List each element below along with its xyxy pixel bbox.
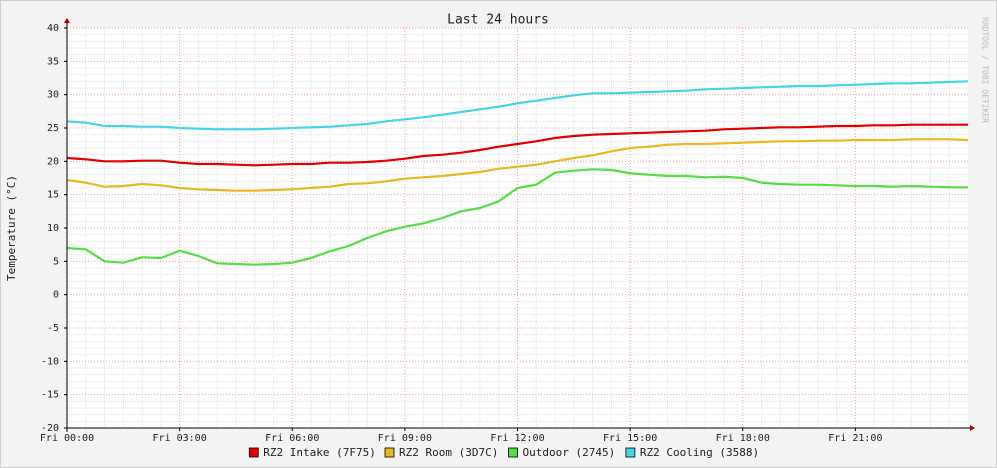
- y-axis-label: Temperature (°C): [5, 175, 18, 281]
- legend-label: Outdoor (2745): [523, 446, 616, 459]
- y-tick-label: 10: [47, 223, 59, 234]
- chart-title: Last 24 hours: [447, 13, 549, 28]
- x-tick-label: Fri 03:00: [153, 433, 207, 444]
- legend: RZ2 Intake (7F75) RZ2 Room (3D7C) Outdoor …: [248, 446, 759, 459]
- legend-swatch: [625, 447, 636, 458]
- y-tick-label: -5: [47, 323, 59, 334]
- x-tick-label: Fri 09:00: [378, 433, 432, 444]
- y-tick-label: 5: [53, 256, 59, 267]
- legend-label: RZ2 Room (3D7C): [399, 446, 498, 459]
- y-tick-label: -20: [41, 423, 59, 434]
- y-tick-label: 35: [47, 56, 59, 67]
- y-tick-label: 30: [47, 90, 59, 101]
- series-line: [66, 123, 968, 167]
- x-tick-label: Fri 06:00: [265, 433, 319, 444]
- legend-label: RZ2 Intake (7F75): [263, 446, 376, 459]
- x-tick-label: Fri 00:00: [40, 433, 94, 444]
- y-tick-label: 40: [47, 23, 59, 34]
- x-arrow: [970, 425, 975, 431]
- series-line: [66, 80, 969, 131]
- legend-swatch: [248, 447, 259, 458]
- y-tick-label: 0: [53, 290, 59, 301]
- x-tick-label: Fri 18:00: [716, 433, 770, 444]
- watermark: RRDTOOL / TOBI OETIKER: [981, 17, 990, 123]
- y-tick-label: 15: [47, 190, 59, 201]
- legend-label: RZ2 Cooling (3588): [640, 446, 759, 459]
- y-tick-label: 25: [47, 123, 59, 134]
- x-tick-label: Fri 21:00: [828, 433, 882, 444]
- legend-swatch: [508, 447, 518, 458]
- legend-swatch: [384, 447, 395, 458]
- x-tick-label: Fri 15:00: [603, 433, 657, 444]
- series-line: [66, 138, 969, 192]
- y-tick-label: 20: [47, 156, 59, 167]
- y-tick-label: -15: [41, 390, 59, 401]
- y-tick-label: -10: [41, 356, 59, 367]
- axes: -20 -15 -10 -5 0 5 10 15 20 25 30 35 40 Fri 00:00 Fri …: [40, 18, 975, 444]
- y-arrow: [64, 18, 70, 23]
- grid: [66, 27, 968, 429]
- series-line: [66, 168, 968, 266]
- x-tick-label: Fri 12:00: [490, 433, 544, 444]
- lines: [66, 80, 969, 266]
